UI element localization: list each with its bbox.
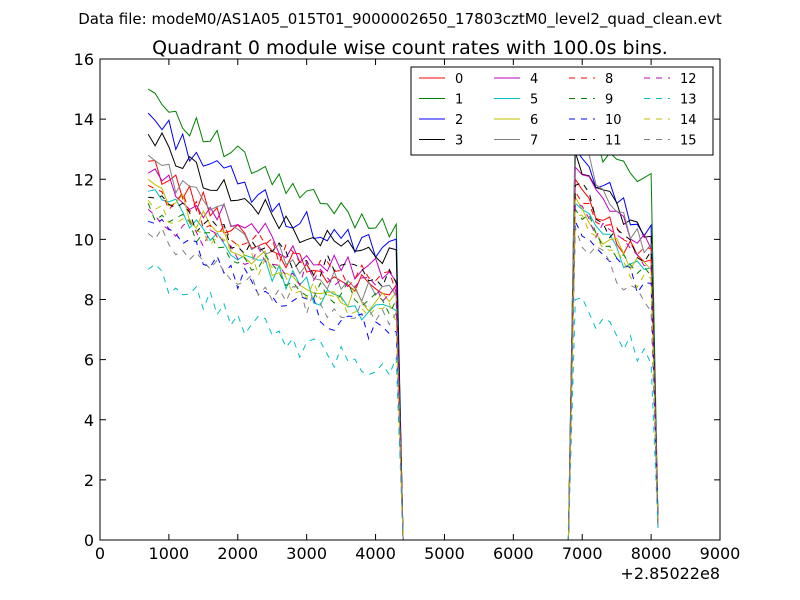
- series-line-10: [148, 218, 659, 541]
- series-line-15: [147, 227, 659, 541]
- y-tick-label: 0: [84, 531, 94, 550]
- series-line-9: [147, 203, 659, 541]
- y-tick-label: 6: [84, 351, 94, 370]
- legend-box: [410, 66, 714, 156]
- y-tick-label: 4: [84, 411, 94, 430]
- y-tick-label: 8: [84, 291, 94, 310]
- series-line-3: [147, 131, 659, 541]
- legend-label-6: 6: [530, 113, 538, 128]
- y-tick-label: 12: [74, 170, 94, 189]
- legend-label-12: 12: [680, 72, 697, 87]
- x-tick-label: 8000: [631, 544, 672, 563]
- series-line-7: [147, 130, 659, 541]
- series-line-11: [148, 181, 659, 541]
- x-tick-label: 7000: [562, 544, 603, 563]
- y-tick-label: 16: [74, 50, 94, 69]
- plot-area: [147, 88, 659, 541]
- chart-title: Quadrant 0 module wise count rates with …: [152, 37, 668, 59]
- x-tick-label: 4000: [355, 544, 396, 563]
- x-tick-label: 2000: [217, 544, 258, 563]
- x-offset-label: +2.85022e8: [620, 564, 720, 583]
- legend-label-13: 13: [680, 93, 697, 108]
- legend-label-7: 7: [530, 134, 538, 149]
- legend-label-0: 0: [455, 72, 463, 87]
- legend-label-4: 4: [530, 72, 538, 87]
- legend-label-11: 11: [605, 134, 622, 149]
- legend-label-3: 3: [455, 134, 463, 149]
- x-axis: 0 1000 2000 3000 4000 5000 6000 7000 8000 9000: [95, 59, 740, 563]
- x-tick-label: 3000: [286, 544, 327, 563]
- chart-suptitle: Data file: modeM0/AS1A05_015T01_90000026…: [78, 10, 722, 29]
- x-tick-label: 0: [95, 544, 105, 563]
- series-line-8: [147, 184, 659, 541]
- legend-label-10: 10: [605, 113, 622, 128]
- legend-label-2: 2: [455, 113, 463, 128]
- series-line-12: [147, 202, 659, 541]
- legend-label-8: 8: [605, 72, 613, 87]
- y-tick-label: 14: [74, 110, 94, 129]
- x-tick-label: 6000: [493, 544, 534, 563]
- series-line-6: [147, 178, 659, 541]
- series-line-14: [147, 200, 659, 541]
- legend-label-1: 1: [455, 93, 463, 108]
- legend-label-15: 15: [680, 134, 697, 149]
- legend-label-14: 14: [680, 113, 697, 128]
- y-tick-label: 2: [84, 471, 94, 490]
- x-tick-label: 5000: [424, 544, 465, 563]
- series-line-4: [147, 165, 659, 541]
- y-tick-label: 10: [74, 230, 94, 249]
- x-tick-label: 9000: [700, 544, 741, 563]
- series-line-0: [148, 159, 659, 541]
- series-line-13: [147, 263, 659, 541]
- series-line-2: [147, 112, 659, 541]
- series-line-5: [148, 189, 659, 541]
- legend-label-9: 9: [605, 93, 613, 108]
- legend-label-5: 5: [530, 93, 538, 108]
- x-tick-label: 1000: [149, 544, 190, 563]
